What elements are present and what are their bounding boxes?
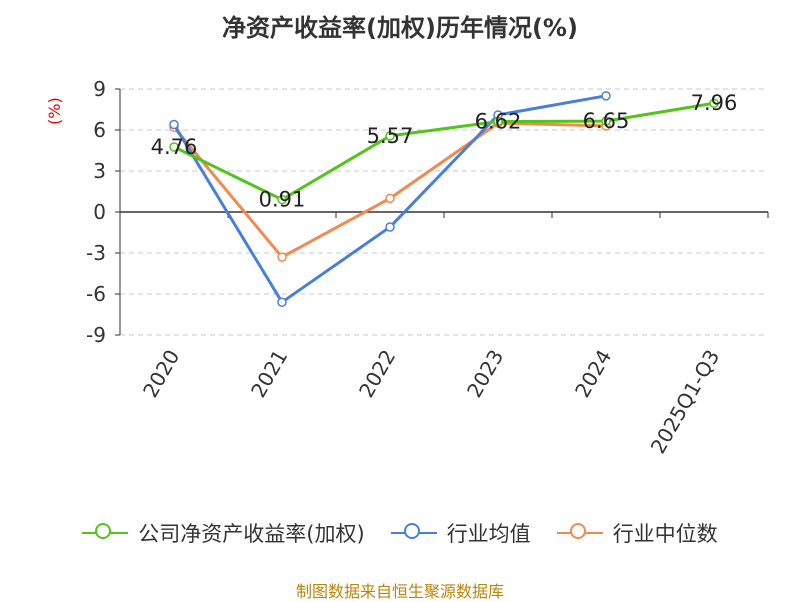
data-point (169, 119, 179, 130)
legend-label-company: 公司净资产收益率(加权) (138, 522, 365, 546)
y-tick-label: -3 (86, 241, 106, 265)
data-label: 5.57 (367, 124, 414, 148)
data-source-note: 制图数据来自恒生聚源数据库 (295, 582, 504, 601)
data-point (493, 116, 503, 127)
data-label: 6.62 (475, 110, 522, 134)
data-point (277, 194, 287, 205)
data-label: 0.91 (259, 188, 306, 212)
data-point (709, 98, 719, 108)
series-line (173, 101, 715, 202)
legend-item-industry-average[interactable]: 行业均值 (390, 518, 531, 548)
data-label: 4.76 (151, 135, 198, 159)
x-tick-label: 2020 (138, 346, 184, 402)
legend-label-industry-median: 行业中位数 (612, 522, 718, 546)
y-tick-label: 0 (93, 200, 106, 224)
x-tick-label: 2023 (462, 346, 508, 402)
x-tick-label: 2022 (354, 346, 400, 402)
x-tick-label: 2021 (246, 346, 292, 402)
legend-item-company[interactable]: 公司净资产收益率(加权) (82, 518, 365, 548)
chart-title: 净资产收益率(加权)历年情况(%) (222, 14, 578, 42)
chart-legend: 公司净资产收益率(加权) 行业均值 行业中位数 (0, 518, 800, 548)
data-point (277, 252, 287, 262)
data-point (385, 222, 395, 232)
x-tick-label: 2025Q1-Q3 (646, 346, 725, 458)
legend-swatch-industry-average (390, 522, 437, 544)
data-point (601, 116, 611, 126)
y-tick-label: 6 (93, 118, 106, 142)
data-point (169, 142, 179, 152)
data-label: 7.96 (691, 91, 738, 115)
x-tick-label: 2024 (570, 346, 616, 402)
y-tick-label: -9 (86, 323, 106, 347)
y-tick-label: -6 (86, 282, 106, 306)
legend-label-industry-average: 行业均值 (446, 522, 531, 546)
legend-swatch-company (82, 522, 129, 544)
data-point (601, 91, 611, 101)
data-label: 6.65 (583, 109, 630, 133)
y-tick-label: 9 (93, 77, 106, 101)
data-point (277, 297, 287, 307)
legend-item-industry-median[interactable]: 行业中位数 (556, 518, 718, 548)
legend-swatch-industry-median (556, 522, 603, 544)
data-point (385, 131, 395, 141)
y-tick-label: 3 (93, 159, 106, 183)
data-point (385, 193, 395, 204)
